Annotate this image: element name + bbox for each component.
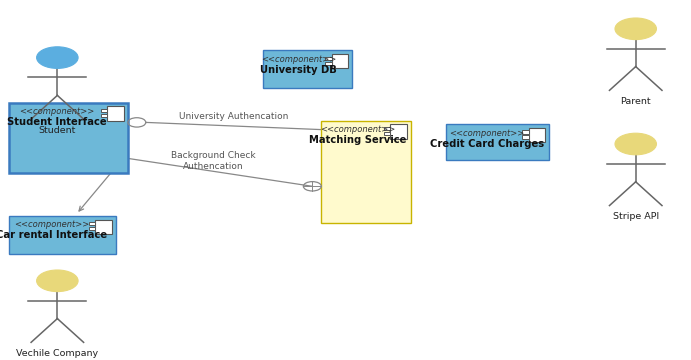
- Text: Student Interface: Student Interface: [7, 117, 106, 127]
- Bar: [95, 220, 112, 234]
- Bar: [390, 124, 407, 139]
- Bar: [522, 135, 529, 139]
- Text: Stripe API: Stripe API: [613, 212, 659, 221]
- Circle shape: [37, 270, 78, 292]
- Bar: [101, 114, 107, 117]
- Circle shape: [615, 133, 656, 155]
- Text: <<component>>: <<component>>: [15, 220, 89, 229]
- Bar: [522, 130, 529, 134]
- Text: <<component>>: <<component>>: [19, 107, 94, 116]
- Bar: [325, 62, 332, 65]
- Text: Student: Student: [39, 126, 76, 135]
- Text: Parent: Parent: [621, 97, 651, 106]
- Text: <<component>>: <<component>>: [450, 129, 524, 138]
- Text: <<component>>: <<component>>: [320, 125, 395, 134]
- Bar: [325, 57, 332, 60]
- Circle shape: [37, 47, 78, 68]
- Bar: [263, 50, 352, 88]
- Bar: [332, 54, 348, 68]
- Bar: [384, 132, 390, 135]
- Bar: [101, 109, 107, 112]
- Bar: [9, 103, 128, 173]
- Bar: [107, 106, 124, 121]
- Bar: [529, 128, 545, 142]
- Bar: [9, 216, 116, 254]
- Bar: [89, 222, 95, 225]
- Text: Credit Card Charges: Credit Card Charges: [430, 139, 545, 149]
- Text: <<component>>: <<component>>: [261, 55, 336, 64]
- Text: Car rental Interface: Car rental Interface: [0, 230, 107, 240]
- Text: University DB: University DB: [260, 65, 337, 75]
- Bar: [384, 127, 390, 130]
- Bar: [321, 121, 411, 223]
- Text: Matching Service: Matching Service: [309, 135, 406, 145]
- Circle shape: [615, 18, 656, 40]
- Bar: [89, 227, 95, 230]
- Text: Background Check
Authencation: Background Check Authencation: [171, 151, 256, 171]
- Text: Vechile Company: Vechile Company: [17, 349, 98, 358]
- Text: University Authencation: University Authencation: [179, 112, 288, 121]
- Bar: [446, 124, 549, 160]
